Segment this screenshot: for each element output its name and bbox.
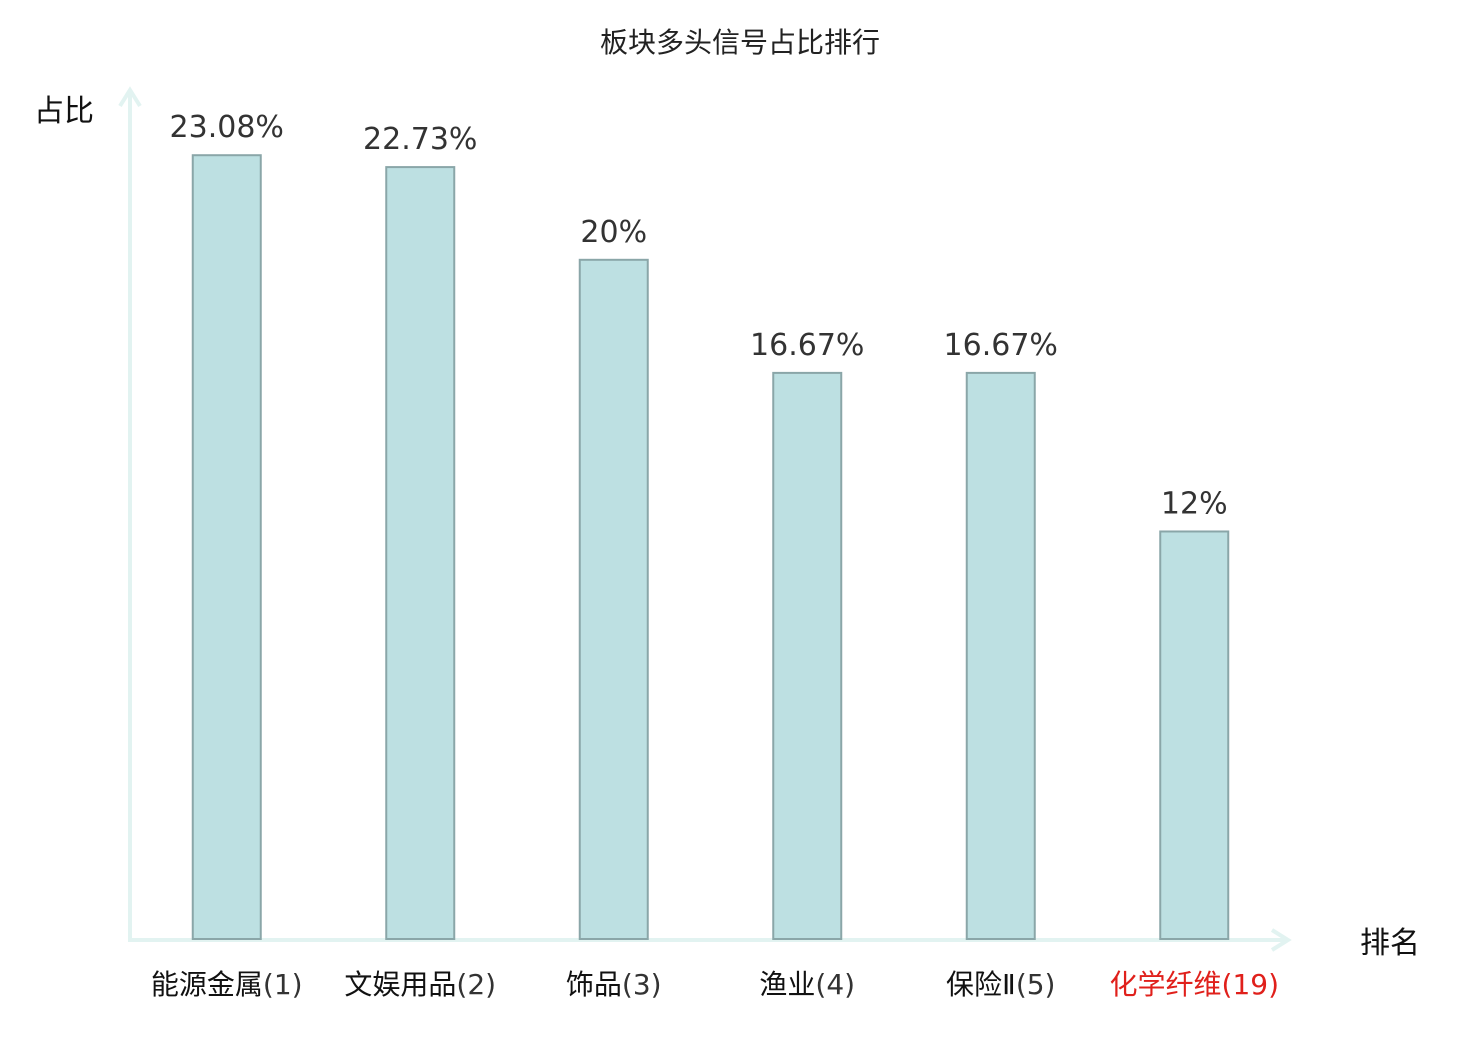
category-rank: (19) [1222,968,1279,1001]
bar [578,258,649,940]
bar [191,154,262,941]
x-axis-arrow [1270,928,1292,952]
category-name: 能源金属 [151,968,263,1001]
value-labels: 23.08% 22.73% 20% 16.67% 16.67% 12% [170,110,1228,521]
category-rank: (5) [1016,968,1056,1001]
category-rank: (3) [622,968,662,1001]
bar [772,371,843,941]
y-axis-arrow [118,86,142,108]
axes [118,86,1292,952]
bar-value-label: 22.73% [363,122,477,157]
category-rank: (2) [456,968,496,1001]
bar-value-label: 20% [580,215,647,250]
category-labels: 能源金属(1) 文娱用品(2) 饰品(3) 渔业(4) 保险Ⅱ(5) 化学纤维(19) [151,968,1279,1001]
category-name: 化学纤维 [1110,968,1222,1001]
category-rank: (4) [815,968,855,1001]
bar-value-label: 12% [1161,486,1228,521]
bar [965,371,1036,941]
y-axis-label: 占比 [34,94,94,129]
x-tick-label: 能源金属(1) [151,968,303,1001]
category-name: 文娱用品 [344,968,456,1001]
bar [385,166,456,941]
x-tick-label: 化学纤维(19) [1110,968,1280,1001]
x-tick-label: 保险Ⅱ(5) [946,968,1055,1001]
chart-title: 板块多头信号占比排行 [600,26,880,59]
bar-value-label: 23.08% [170,110,284,145]
x-tick-label: 饰品(3) [566,968,662,1001]
category-name: 饰品 [566,968,622,1001]
x-tick-label: 渔业(4) [759,968,855,1001]
bar [1159,530,1230,940]
category-rank: (1) [263,968,303,1001]
x-axis-label: 排名 [1360,926,1420,961]
bars [191,154,1230,941]
category-name: 渔业 [759,968,815,1001]
bar-value-label: 16.67% [750,328,864,363]
category-name: 保险Ⅱ [946,968,1016,1001]
x-tick-label: 文娱用品(2) [344,968,496,1001]
bar-value-label: 16.67% [944,328,1058,363]
